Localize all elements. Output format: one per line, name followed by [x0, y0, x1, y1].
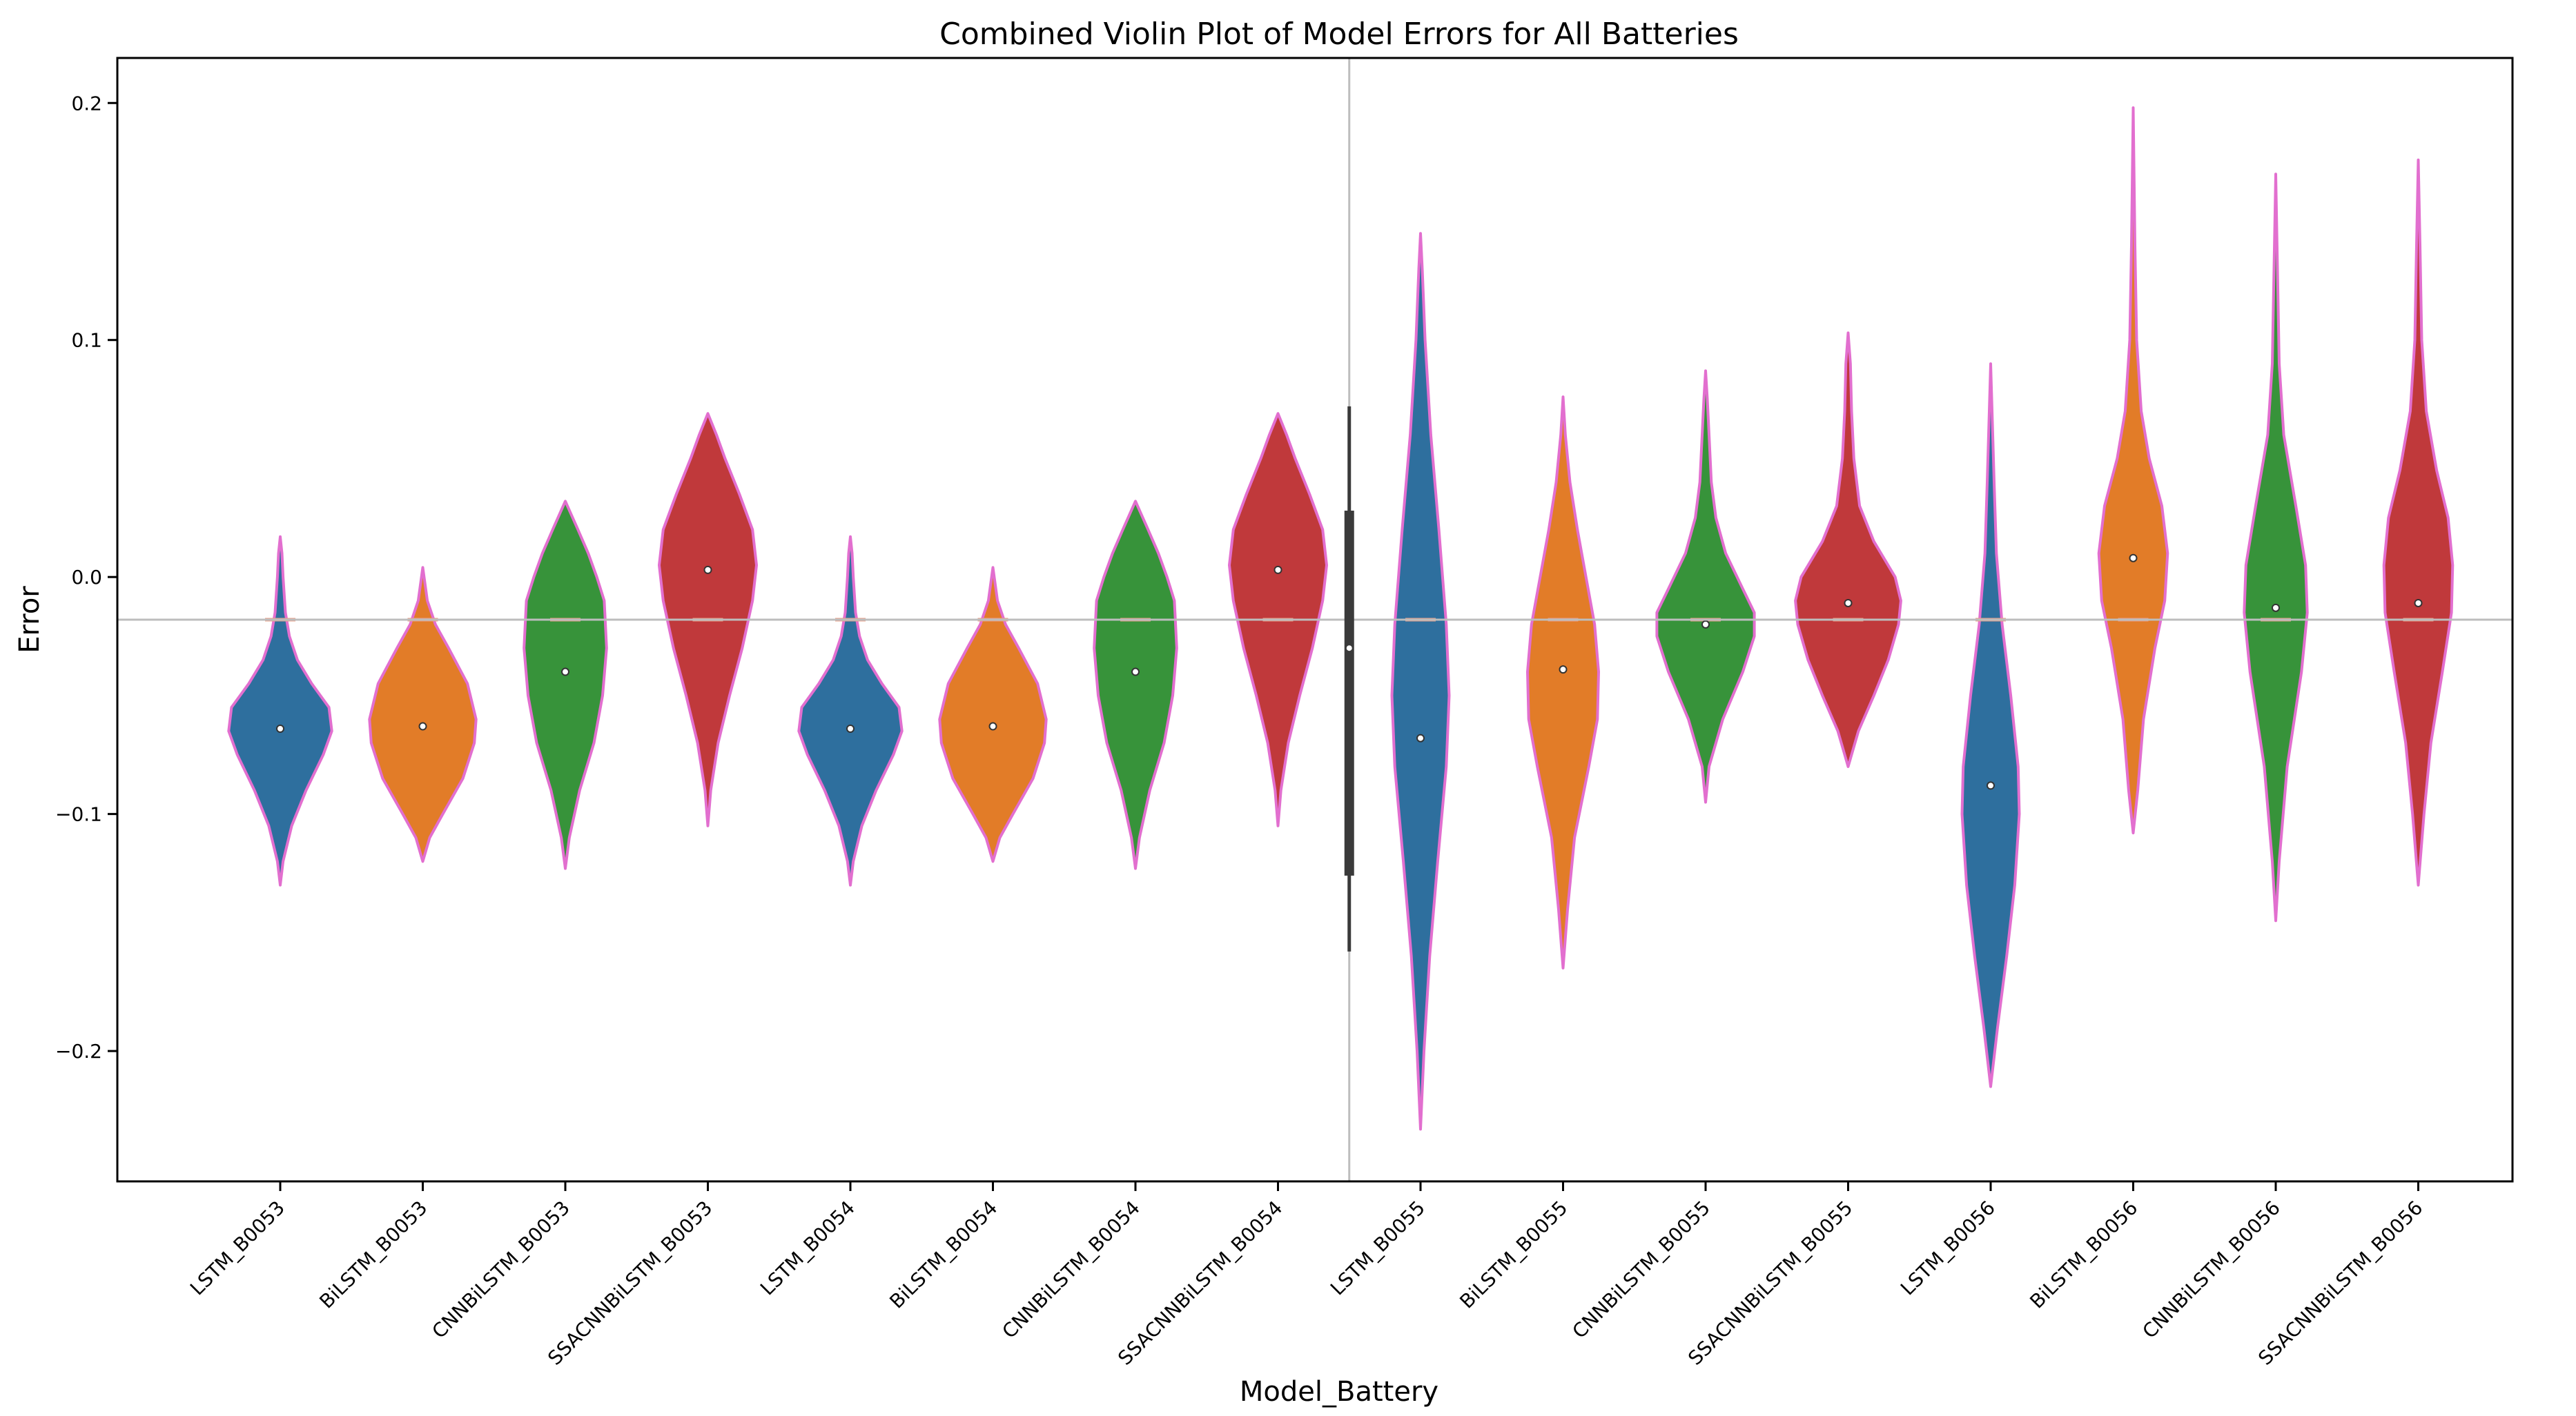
chart-title: Combined Violin Plot of Model Errors for…	[939, 17, 1739, 52]
violin-LSTM_B0053	[227, 535, 333, 887]
violin-CNNBiLSTM_B0053	[523, 500, 608, 870]
violin-BiLSTM_B0054	[938, 566, 1048, 863]
median-point	[2414, 598, 2423, 607]
median-point	[1987, 781, 1995, 790]
median-point	[418, 722, 427, 731]
median-point	[2129, 553, 2138, 562]
violin-CNNBiLSTM_B0056	[2243, 173, 2309, 923]
violin-BiLSTM_B0053	[368, 566, 478, 863]
median-point	[1701, 620, 1710, 629]
y-axis-label: Error	[14, 586, 46, 653]
y-tick-label: 0.2	[71, 92, 102, 115]
x-axis-label: Model_Battery	[1240, 1376, 1438, 1408]
axes-frame	[116, 57, 2514, 1183]
median-point	[846, 724, 855, 733]
box-median	[1346, 645, 1352, 651]
median-point	[561, 667, 569, 676]
y-tick-label: −0.1	[55, 803, 102, 826]
box-iqr	[1344, 511, 1354, 876]
median-point	[2272, 603, 2280, 612]
median-point	[276, 724, 284, 733]
violin-CNNBiLSTM_B0054	[1093, 500, 1178, 870]
median-point	[703, 565, 712, 574]
median-point	[1131, 667, 1140, 676]
violin-LSTM_B0056	[1960, 362, 2021, 1088]
median-point	[1416, 734, 1425, 743]
violin-LSTM_B0054	[797, 535, 904, 887]
y-tick-label: 0.0	[71, 566, 102, 589]
violin-BiLSTM_B0055	[1526, 395, 1600, 970]
violin-BiLSTM_B0056	[2097, 106, 2169, 835]
median-point	[988, 722, 997, 731]
violin-SSACNNBiLSTM_B0056	[2382, 158, 2455, 887]
y-tick-label: −0.2	[55, 1040, 102, 1063]
median-point	[1274, 565, 1282, 574]
median-point	[1559, 665, 1568, 674]
violin-LSTM_B0055	[1390, 232, 1451, 1131]
median-point	[1844, 598, 1853, 607]
violin-SSACNNBiLSTM_B0055	[1794, 331, 1902, 768]
y-tick-label: 0.1	[71, 329, 102, 352]
violin-CNNBiLSTM_B0055	[1655, 369, 1756, 804]
